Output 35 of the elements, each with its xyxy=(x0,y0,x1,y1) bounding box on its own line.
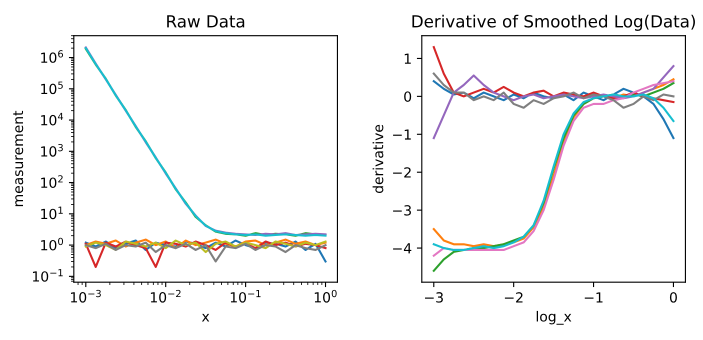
y-tick-label: 10$^{0}$ xyxy=(41,238,63,250)
line-series xyxy=(432,72,674,109)
y-tick-label: −3 xyxy=(393,205,411,216)
x-tick-label: −2 xyxy=(504,292,523,302)
x-tick-label: 0 xyxy=(670,292,677,303)
line-series xyxy=(84,240,327,268)
line-series xyxy=(84,239,327,254)
y-tick-label: −4 xyxy=(393,243,412,254)
line-series xyxy=(432,64,674,140)
y-tick-label: 10$^{2}$ xyxy=(41,175,63,188)
y-tick-label: −1 xyxy=(393,129,411,140)
y-tick-label: 10$^{4}$ xyxy=(41,112,64,126)
line-series xyxy=(432,80,674,140)
y-axis-title: measurement xyxy=(13,110,24,206)
y-tick-label: 10$^{3}$ xyxy=(41,144,63,157)
x-tick-label: −1 xyxy=(584,292,603,302)
chart-title: Raw Data xyxy=(167,15,244,28)
y-tick-label: 0 xyxy=(404,91,412,102)
line-series xyxy=(84,238,327,250)
y-tick-label: 10$^{1}$ xyxy=(41,206,63,220)
x-tick-label: 10$^{−1}$ xyxy=(230,290,261,303)
x-tick-label: 10$^{0}$ xyxy=(314,290,337,303)
y-tick-label: 10$^{5}$ xyxy=(41,82,63,94)
chart-title: Derivative of Smoothed Log(Data) xyxy=(412,14,695,31)
line-series xyxy=(432,46,674,104)
y-tick-label: 10$^{6}$ xyxy=(41,50,64,63)
x-axis-title: x xyxy=(202,314,210,322)
y-tick-label: 10$^{−1}$ xyxy=(32,269,63,282)
x-axis-title: log_x xyxy=(536,310,572,325)
x-tick-label: 10$^{−3}$ xyxy=(71,290,101,303)
y-tick-label: −2 xyxy=(393,167,411,178)
y-tick-label: 1 xyxy=(404,54,411,64)
y-axis-title: derivative xyxy=(372,124,384,194)
x-tick-label: −3 xyxy=(425,292,443,303)
x-tick-label: 10$^{−2}$ xyxy=(150,290,181,303)
